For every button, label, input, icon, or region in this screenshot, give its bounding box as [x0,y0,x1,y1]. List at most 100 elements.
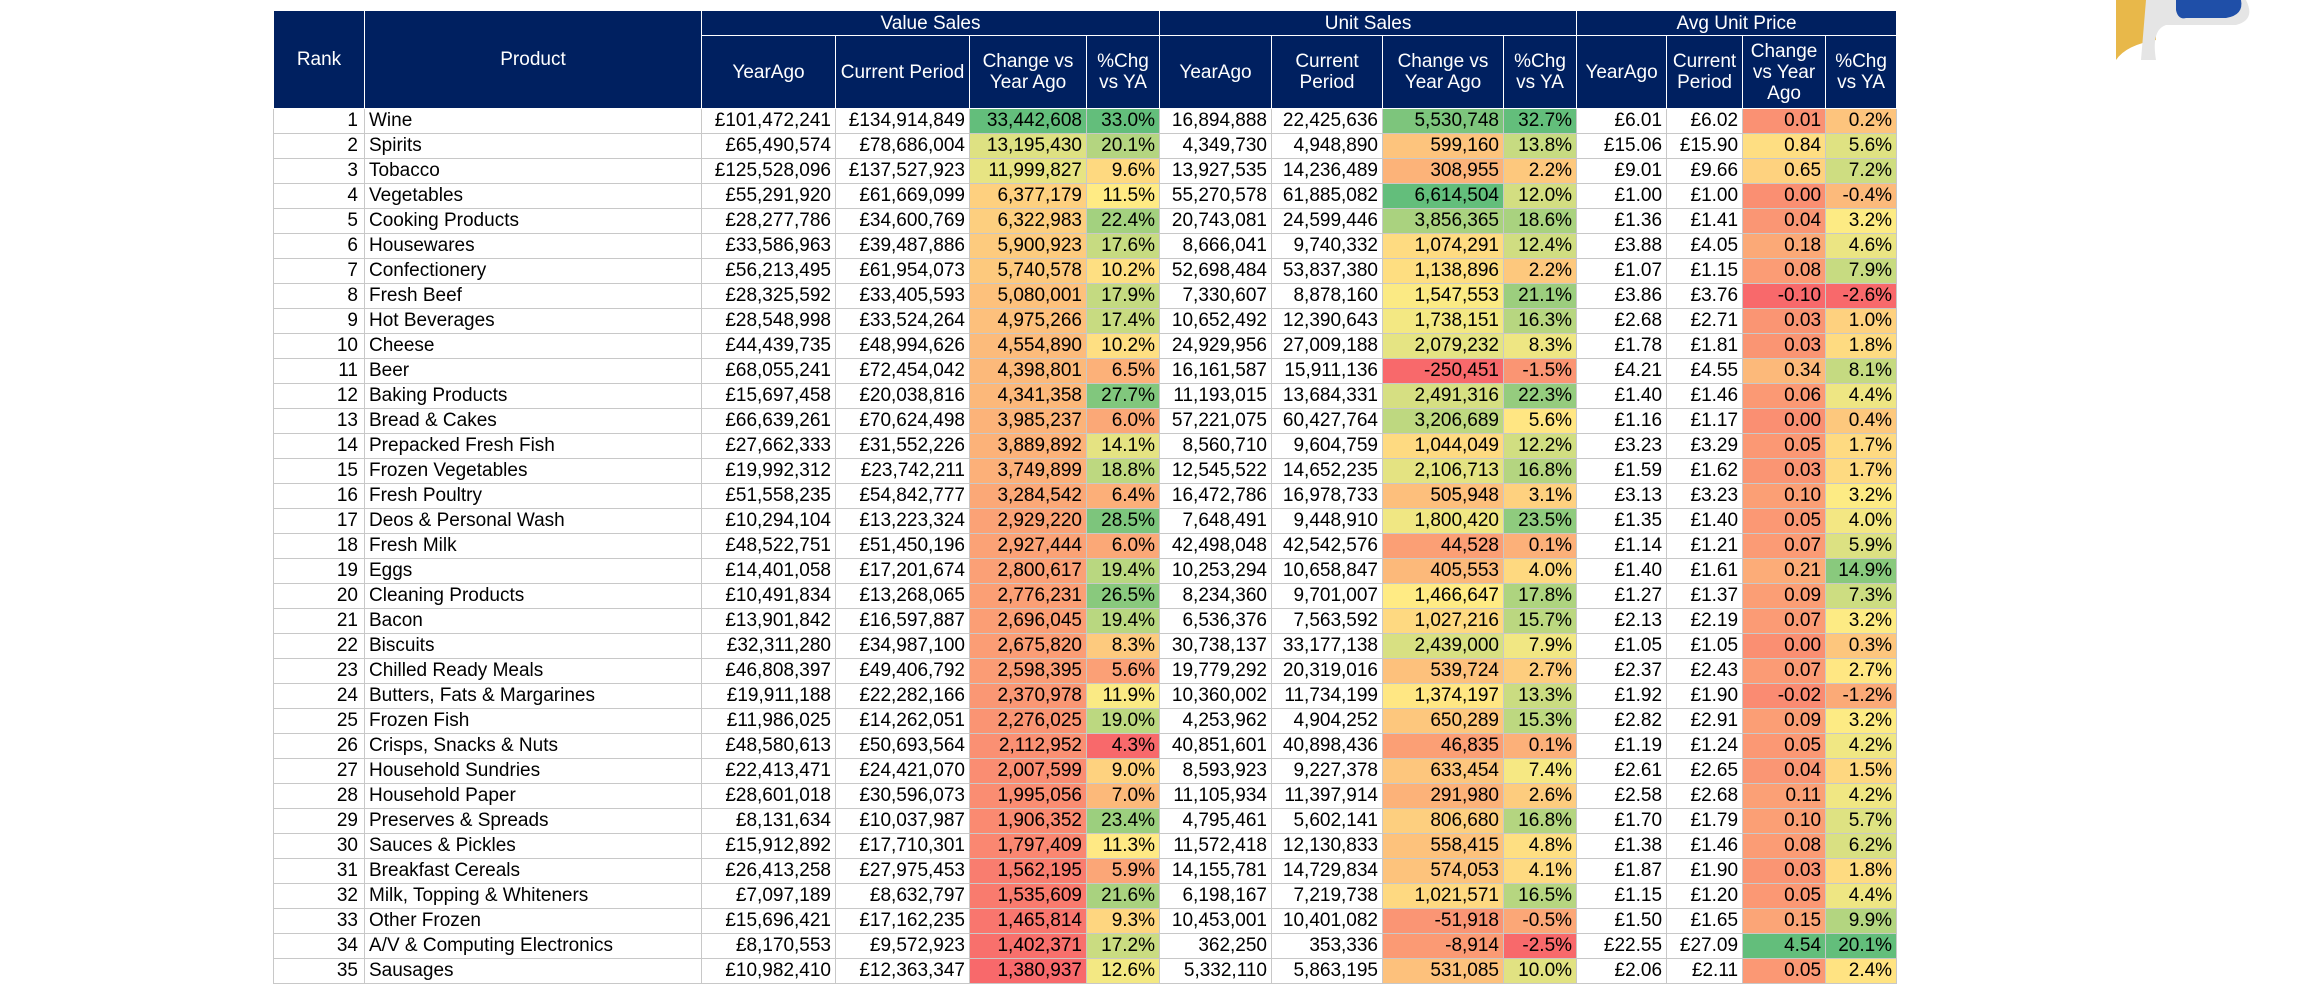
product-cell: Hot Beverages [364,308,702,334]
unit-yearago-header: YearAgo [1159,35,1272,109]
unit-change-cell: 539,724 [1382,658,1504,684]
rank-cell: 9 [273,308,365,334]
unit-change-cell: 633,454 [1382,758,1504,784]
unit-current-cell: 9,604,759 [1271,433,1383,459]
value-yearago-cell: £28,548,998 [701,308,836,334]
table-body: 1 Wine £101,472,241 £134,914,849 33,442,608 3… [273,108,1898,984]
rank-cell: 19 [273,558,365,584]
price-current-header: Current Period [1666,35,1744,109]
price-pctchg-cell: -1.2% [1825,683,1898,709]
unit-current-cell: 40,898,436 [1271,733,1383,759]
unit-current-cell: 60,427,764 [1271,408,1383,434]
unit-pctchg-cell: 16.3% [1502,308,1578,334]
value-yearago-cell: £66,639,261 [701,408,836,434]
product-cell: Frozen Fish [364,708,702,734]
price-yearago-cell: £1.38 [1576,833,1668,859]
value-change-cell: 1,995,056 [969,783,1087,809]
value-change-cell: 2,776,231 [969,583,1087,609]
product-cell: Eggs [364,558,702,584]
price-pctchg-cell: 3.2% [1825,483,1898,509]
price-change-cell: -0.10 [1742,283,1827,309]
unit-current-cell: 7,563,592 [1271,608,1383,634]
value-change-cell: 1,402,371 [969,933,1087,959]
product-cell: Butters, Fats & Margarines [364,683,702,709]
price-change-cell: 0.11 [1742,783,1827,809]
price-current-cell: £3.29 [1666,433,1744,459]
unit-yearago-cell: 8,593,923 [1159,758,1272,784]
value-current-cell: £20,038,816 [835,383,970,409]
unit-yearago-cell: 10,453,001 [1159,908,1272,934]
value-pctchg-cell: 22.4% [1086,208,1160,234]
unit-change-cell: 806,680 [1382,808,1504,834]
rank-cell: 5 [273,208,365,234]
price-yearago-cell: £1.16 [1576,408,1668,434]
price-current-cell: £1.21 [1666,533,1744,559]
price-change-cell: 0.10 [1742,483,1827,509]
unit-change-cell: 3,206,689 [1382,408,1504,434]
value-current-cell: £61,669,099 [835,183,970,209]
product-cell: Sauces & Pickles [364,833,702,859]
table-row: 35 Sausages £10,982,410 £12,363,347 1,380,93… [273,958,1898,984]
price-pctchg-cell: 9.9% [1825,908,1898,934]
value-current-cell: £9,572,923 [835,933,970,959]
unit-change-cell: 505,948 [1382,483,1504,509]
value-current-cell: £51,450,196 [835,533,970,559]
product-cell: Sausages [364,958,702,984]
price-current-cell: £1.15 [1666,258,1744,284]
price-change-cell: 0.09 [1742,708,1827,734]
price-current-cell: £1.46 [1666,383,1744,409]
table-row: 7 Confectionery £56,213,495 £61,954,073 5,74… [273,258,1898,284]
value-change-cell: 1,535,609 [969,883,1087,909]
unit-current-cell: 13,684,331 [1271,383,1383,409]
unit-change-cell: -8,914 [1382,933,1504,959]
price-change-cell: 0.06 [1742,383,1827,409]
unit-change-cell: 2,079,232 [1382,333,1504,359]
price-current-cell: £1.79 [1666,808,1744,834]
unit-change-cell: 1,027,216 [1382,608,1504,634]
table-row: 28 Household Paper £28,601,018 £30,596,073 1… [273,783,1898,809]
unit-yearago-cell: 7,330,607 [1159,283,1272,309]
price-change-cell: 0.34 [1742,358,1827,384]
unit-pctchg-cell: 13.8% [1502,133,1578,159]
unit-pctchg-cell: 4.0% [1502,558,1578,584]
price-current-cell: £2.19 [1666,608,1744,634]
product-cell: Biscuits [364,633,702,659]
value-pctchg-cell: 8.3% [1086,633,1160,659]
unit-yearago-cell: 362,250 [1159,933,1272,959]
price-current-cell: £1.90 [1666,683,1744,709]
price-pctchg-cell: 0.3% [1825,633,1898,659]
value-pctchg-cell: 10.2% [1086,258,1160,284]
product-cell: Vegetables [364,183,702,209]
unit-current-cell: 5,863,195 [1271,958,1383,984]
table-row: 29 Preserves & Spreads £8,131,634 £10,037,9… [273,808,1898,834]
unit-yearago-cell: 6,536,376 [1159,608,1272,634]
value-current-cell: £30,596,073 [835,783,970,809]
unit-change-cell: 1,466,647 [1382,583,1504,609]
price-yearago-cell: £1.19 [1576,733,1668,759]
table-row: 1 Wine £101,472,241 £134,914,849 33,442,608 3… [273,108,1898,134]
product-cell: Household Paper [364,783,702,809]
value-yearago-cell: £55,291,920 [701,183,836,209]
value-yearago-cell: £68,055,241 [701,358,836,384]
table-row: 13 Bread & Cakes £66,639,261 £70,624,498 3,9… [273,408,1898,434]
unit-current-cell: 20,319,016 [1271,658,1383,684]
unit-current-cell: 15,911,136 [1271,358,1383,384]
price-current-cell: £15.90 [1666,133,1744,159]
unit-pctchg-cell: 3.1% [1502,483,1578,509]
value-change-cell: 1,562,195 [969,858,1087,884]
unit-yearago-cell: 8,560,710 [1159,433,1272,459]
table-row: 34 A/V & Computing Electronics £8,170,553 £… [273,933,1898,959]
unit-pctchg-cell: 12.0% [1502,183,1578,209]
value-yearago-cell: £19,992,312 [701,458,836,484]
table-row: 10 Cheese £44,439,735 £48,994,626 4,554,890 1… [273,333,1898,359]
value-current-cell: £137,527,923 [835,158,970,184]
price-change-cell: 0.05 [1742,508,1827,534]
value-change-cell: 3,889,892 [969,433,1087,459]
value-change-cell: 4,398,801 [969,358,1087,384]
unit-yearago-cell: 11,572,418 [1159,833,1272,859]
value-yearago-cell: £15,696,421 [701,908,836,934]
value-change-cell: 1,465,814 [969,908,1087,934]
table-row: 12 Baking Products £15,697,458 £20,038,816 4… [273,383,1898,409]
table-row: 14 Prepacked Fresh Fish £27,662,333 £31,552… [273,433,1898,459]
price-yearago-cell: £1.78 [1576,333,1668,359]
